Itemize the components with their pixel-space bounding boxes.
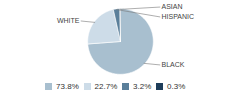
svg-text:WHITE: WHITE bbox=[57, 17, 80, 24]
svg-text:HISPANIC: HISPANIC bbox=[162, 13, 195, 20]
html-text:73.8%: 73.8% bbox=[56, 82, 79, 91]
svg-text:BLACK: BLACK bbox=[162, 61, 185, 68]
html-text:0.3%: 0.3% bbox=[167, 82, 186, 91]
html-text:22.7%: 22.7% bbox=[94, 82, 118, 91]
svg-text:ASIAN: ASIAN bbox=[162, 3, 183, 10]
html-text:3.2%: 3.2% bbox=[133, 82, 152, 91]
